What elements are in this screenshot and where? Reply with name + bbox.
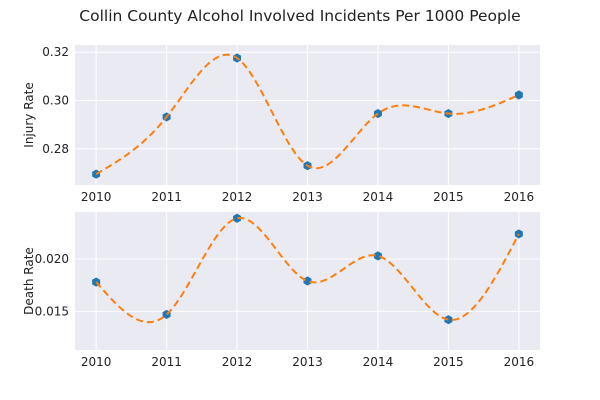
x-tick-label: 2013 [292, 355, 323, 369]
subplot-injury-rate: 2010 2011 2012 2013 2014 2015 2016 0.28 0.30 0.32… [22, 45, 540, 204]
chart-title: Collin County Alcohol Involved Incidents… [79, 7, 520, 25]
data-point [514, 90, 523, 100]
y-tick-label: 0.020 [35, 252, 69, 266]
x-tick-label: 2016 [504, 190, 535, 204]
x-tick-label: 2015 [433, 355, 464, 369]
x-tick-label: 2010 [81, 190, 112, 204]
x-tick-label: 2013 [292, 190, 323, 204]
y-axis-label: Injury Rate [22, 82, 36, 147]
y-tick-label: 0.28 [42, 142, 69, 156]
interpolated-curve [95, 53, 520, 176]
x-tick-label: 2011 [151, 190, 182, 204]
x-tick-label: 2012 [222, 190, 253, 204]
x-tick-label: 2011 [151, 355, 182, 369]
data-point [373, 251, 382, 261]
data-point [303, 276, 312, 286]
x-tick-label: 2014 [363, 190, 394, 204]
x-tick-label: 2010 [81, 355, 112, 369]
y-tick-label: 0.30 [42, 94, 69, 108]
y-tick-label: 0.015 [35, 304, 69, 318]
x-tick-label: 2012 [222, 355, 253, 369]
x-tick-label: 2016 [504, 355, 535, 369]
y-axis-label: Death Rate [22, 247, 36, 315]
x-tick-label: 2014 [363, 355, 394, 369]
subplot-death-rate: 2010 2011 2012 2013 2014 2015 2016 0.015 0.020De… [22, 212, 540, 369]
y-tick-label: 0.32 [42, 45, 69, 59]
data-point [444, 315, 453, 325]
data-point [233, 213, 242, 223]
x-tick-label: 2015 [433, 190, 464, 204]
data-point [514, 229, 523, 239]
